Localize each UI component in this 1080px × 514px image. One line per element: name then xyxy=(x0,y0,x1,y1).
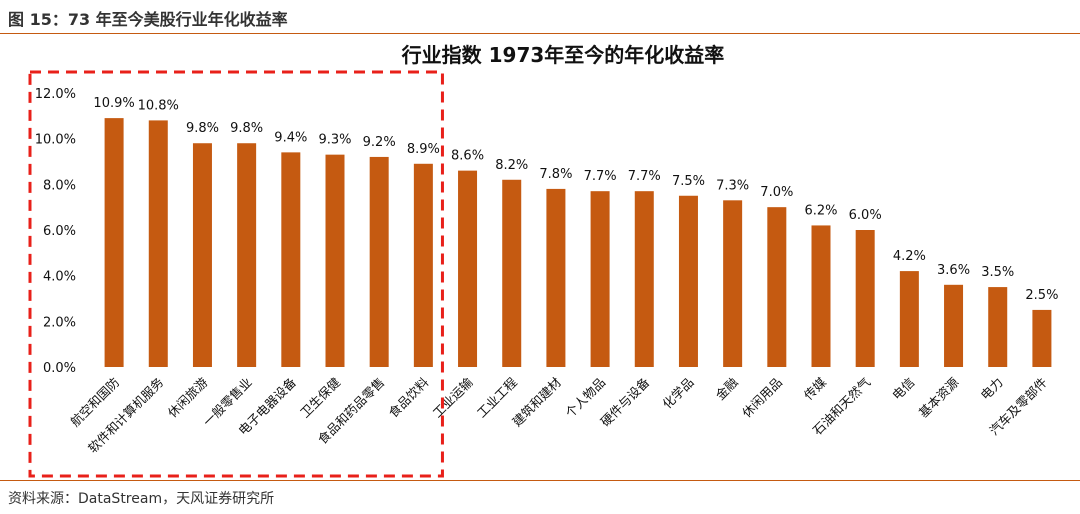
bar xyxy=(369,156,389,367)
source-note: 资料来源：DataStream，天风证券研究所 xyxy=(8,491,275,507)
category-labels-group: 航空和国防软件和计算机服务休闲旅游一般零售业电子电器设备卫生保健食品和药品零售食… xyxy=(67,374,1050,456)
category-label: 休闲用品 xyxy=(739,375,785,421)
data-label: 9.4% xyxy=(274,130,307,145)
category-label: 电信 xyxy=(889,375,917,403)
y-tick-label: 4.0% xyxy=(43,270,76,285)
category-label: 电力 xyxy=(978,375,1006,403)
category-label: 个人物品 xyxy=(562,375,608,421)
bar xyxy=(634,191,654,367)
bar xyxy=(237,143,257,367)
bar xyxy=(723,200,743,367)
bar xyxy=(281,152,301,367)
data-label: 4.2% xyxy=(893,249,926,264)
data-label: 10.8% xyxy=(138,98,179,113)
bar xyxy=(899,271,919,367)
category-label: 传媒 xyxy=(801,374,830,403)
category-label: 食品饮料 xyxy=(386,374,432,420)
bar xyxy=(811,225,831,367)
category-label: 化学品 xyxy=(659,375,696,412)
data-label: 3.5% xyxy=(981,265,1014,280)
data-label: 7.3% xyxy=(716,178,749,193)
y-axis: 0.0% 2.0% 4.0% 6.0% 8.0% 10.0% 12.0% xyxy=(35,87,76,376)
category-label: 金融 xyxy=(712,374,741,403)
chart-title: 行业指数 1973年至今的年化收益率 xyxy=(401,43,725,67)
y-tick-label: 12.0% xyxy=(35,87,76,102)
data-label: 9.2% xyxy=(363,135,396,150)
data-label: 7.7% xyxy=(628,169,661,184)
bar xyxy=(325,154,345,367)
y-tick-label: 8.0% xyxy=(43,178,76,193)
category-label: 软件和计算机服务 xyxy=(85,375,166,456)
y-tick-label: 0.0% xyxy=(43,361,76,376)
bar xyxy=(1032,309,1052,367)
data-label: 7.5% xyxy=(672,174,705,189)
data-label: 9.8% xyxy=(230,121,263,136)
bar xyxy=(413,163,433,367)
data-label: 6.2% xyxy=(804,203,837,218)
bar xyxy=(944,284,964,367)
data-label: 7.7% xyxy=(584,169,617,184)
bar xyxy=(767,207,787,367)
data-label: 10.9% xyxy=(93,96,134,111)
data-label: 6.0% xyxy=(849,208,882,223)
category-label: 工业运输 xyxy=(430,374,476,420)
data-label: 8.2% xyxy=(495,158,528,173)
bar-chart: 行业指数 1973年至今的年化收益率 0.0% 2.0% 4.0% 6.0% 8.0% 1… xyxy=(28,43,1058,478)
bars-group xyxy=(104,118,1052,368)
data-label: 9.8% xyxy=(186,121,219,136)
bar xyxy=(502,179,522,367)
bar xyxy=(148,120,168,368)
highlight-box xyxy=(28,70,444,478)
y-tick-label: 6.0% xyxy=(43,224,76,239)
bar xyxy=(590,191,610,367)
category-label: 基本资源 xyxy=(916,374,962,420)
top-rule xyxy=(0,33,1080,34)
data-labels-group: 10.9% 10.8% 9.8% 9.8% 9.4% 9.3% 9.2% 8.9% 8.6% 8.… xyxy=(93,96,1058,303)
y-tick-label: 10.0% xyxy=(35,133,76,148)
bar xyxy=(458,170,478,367)
data-label: 9.3% xyxy=(318,133,351,148)
data-label: 7.8% xyxy=(539,167,572,182)
figure-caption: 图 15：73 年至今美股行业年化收益率 xyxy=(8,10,288,29)
bar xyxy=(855,230,875,367)
category-label: 硬件与设备 xyxy=(598,374,653,429)
data-label: 2.5% xyxy=(1025,288,1058,303)
data-label: 8.9% xyxy=(407,142,440,157)
data-label: 3.6% xyxy=(937,263,970,278)
bar xyxy=(988,287,1008,367)
y-tick-label: 2.0% xyxy=(43,315,76,330)
bar xyxy=(678,195,698,367)
bottom-rule xyxy=(0,480,1080,481)
data-label: 7.0% xyxy=(760,185,793,200)
bar xyxy=(104,118,124,367)
bar xyxy=(546,188,566,367)
data-label: 8.6% xyxy=(451,149,484,164)
bar xyxy=(192,143,212,367)
